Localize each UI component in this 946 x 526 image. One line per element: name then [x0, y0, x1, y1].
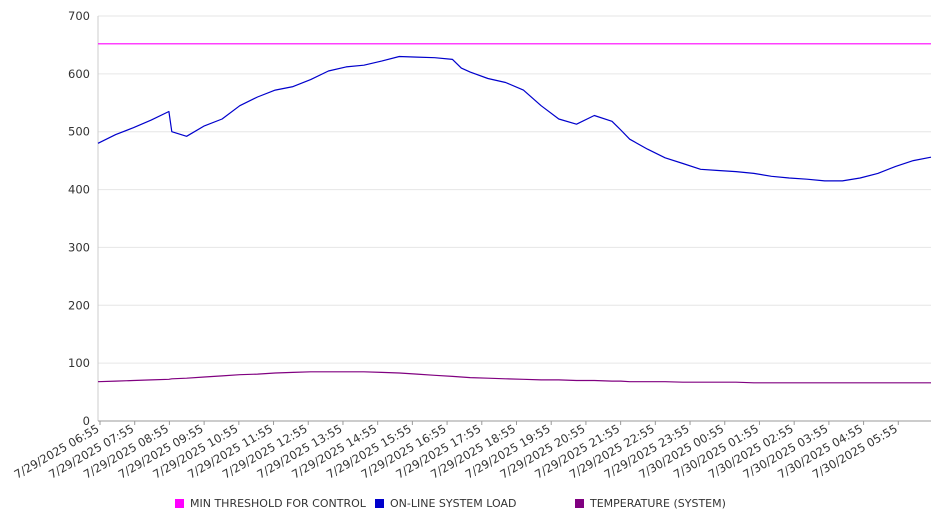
legend-label-system-load: ON-LINE SYSTEM LOAD [390, 497, 517, 510]
y-tick-label: 700 [68, 9, 90, 23]
legend-label-temperature: TEMPERATURE (SYSTEM) [590, 497, 726, 510]
legend-swatch-temperature [575, 499, 584, 508]
y-tick-label: 100 [68, 356, 90, 370]
legend-label-min-threshold: MIN THRESHOLD FOR CONTROL [190, 497, 366, 510]
line-chart: 0 100 200 300 400 500 600 700 7/29/2025 06:557/… [12, 9, 932, 481]
x-tick-labels: 7/29/2025 06:557/29/2025 07:557/29/2025 … [12, 421, 900, 481]
legend-swatch-min-threshold [175, 499, 184, 508]
series-line-temperature-system [97, 371, 931, 384]
series-line-on-line-system-load [97, 55, 932, 182]
y-tick-label: 400 [68, 183, 90, 197]
y-tick-label: 300 [68, 240, 90, 254]
y-tick-label: 0 [83, 414, 90, 428]
axes [97, 16, 931, 425]
legend: MIN THRESHOLD FOR CONTROL ON-LINE SYSTEM… [0, 497, 946, 515]
series-lines [97, 43, 932, 384]
y-tick-label: 500 [68, 125, 90, 139]
y-tick-labels: 0 100 200 300 400 500 600 700 [68, 9, 90, 428]
legend-item-system-load[interactable]: ON-LINE SYSTEM LOAD [375, 497, 516, 510]
legend-item-temperature[interactable]: TEMPERATURE (SYSTEM) [575, 497, 726, 510]
gridlines [98, 15, 931, 364]
legend-swatch-system-load [375, 499, 384, 508]
legend-item-min-threshold[interactable]: MIN THRESHOLD FOR CONTROL [175, 497, 366, 510]
y-tick-label: 200 [68, 298, 90, 312]
y-tick-label: 600 [68, 67, 90, 81]
